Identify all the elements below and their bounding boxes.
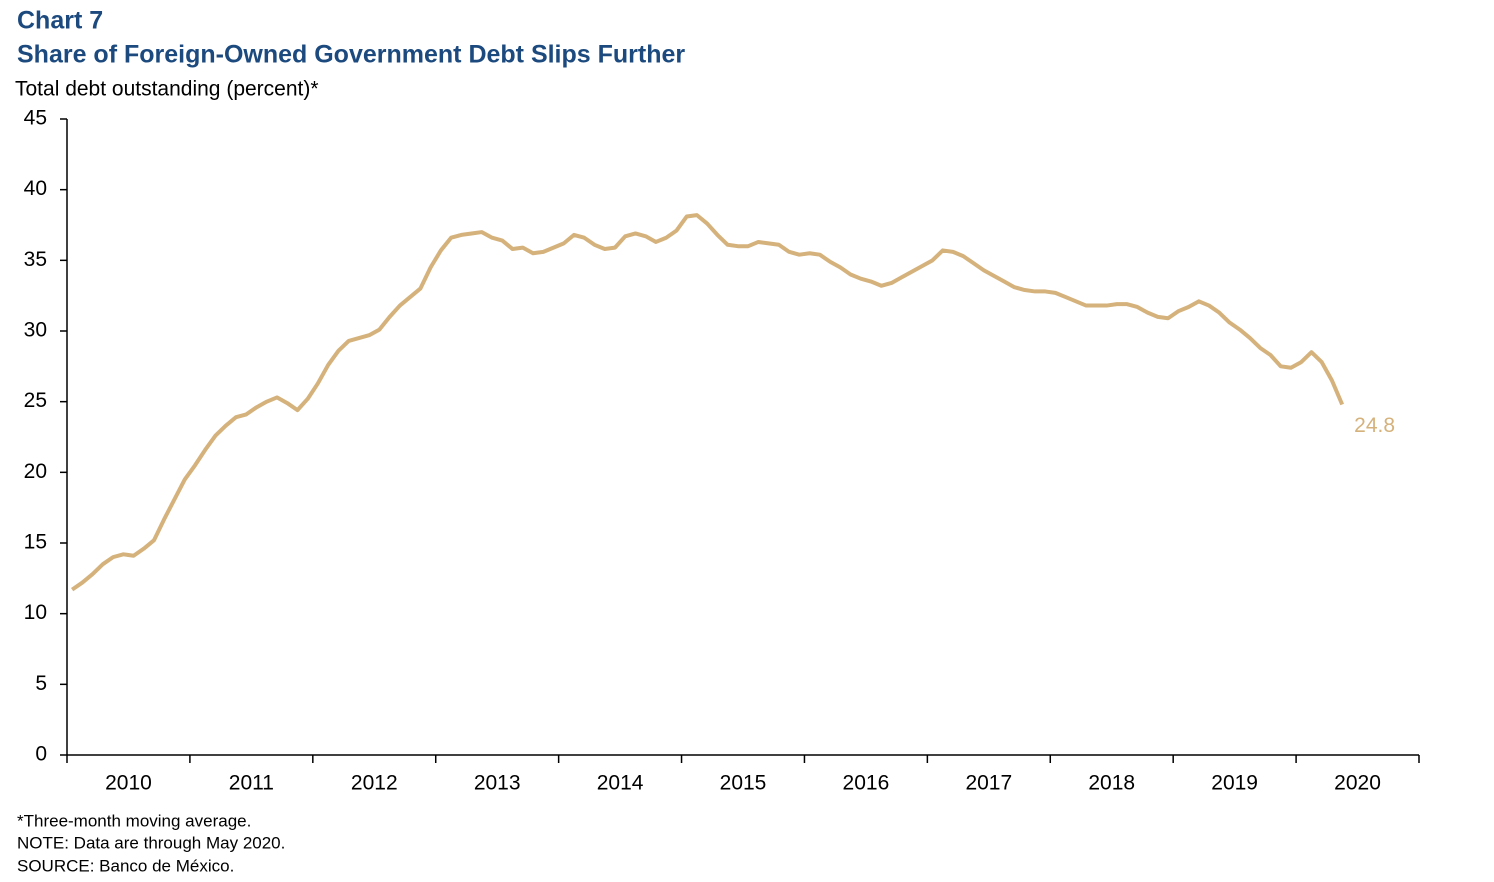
- y-tick-label: 25: [24, 389, 47, 412]
- x-tick-label: 2018: [1088, 772, 1135, 795]
- x-tick-label: 2013: [474, 772, 521, 795]
- footnote: *Three-month moving average.: [17, 811, 251, 830]
- y-tick-label: 15: [24, 531, 47, 554]
- x-tick-label: 2012: [351, 772, 398, 795]
- x-tick-label: 2014: [597, 772, 644, 795]
- y-tick-label: 45: [24, 107, 47, 130]
- x-tick-label: 2015: [720, 772, 767, 795]
- chart-label: Chart 7: [17, 7, 103, 35]
- y-axis-label: Total debt outstanding (percent)*: [15, 78, 319, 101]
- x-tick-label: 2016: [843, 772, 890, 795]
- y-tick-label: 0: [35, 743, 47, 766]
- footnote: NOTE: Data are through May 2020.: [17, 833, 285, 852]
- x-tick-label: 2011: [229, 772, 274, 795]
- x-tick-label: 2010: [105, 772, 152, 795]
- y-tick-label: 10: [24, 601, 47, 624]
- y-tick-label: 35: [24, 248, 47, 271]
- x-tick-label: 2020: [1334, 772, 1381, 795]
- y-tick-label: 5: [35, 672, 47, 695]
- x-tick-label: 2019: [1211, 772, 1258, 795]
- data-line: [70, 213, 1345, 592]
- footnote: SOURCE: Banco de México.: [17, 856, 234, 875]
- x-tick-label: 2017: [965, 772, 1012, 795]
- data-label: 24.8: [1354, 414, 1395, 437]
- y-tick-label: 40: [24, 177, 47, 200]
- chart-title: Share of Foreign-Owned Government Debt S…: [17, 41, 685, 69]
- y-tick-label: 20: [24, 460, 47, 483]
- y-tick-label: 30: [24, 319, 47, 342]
